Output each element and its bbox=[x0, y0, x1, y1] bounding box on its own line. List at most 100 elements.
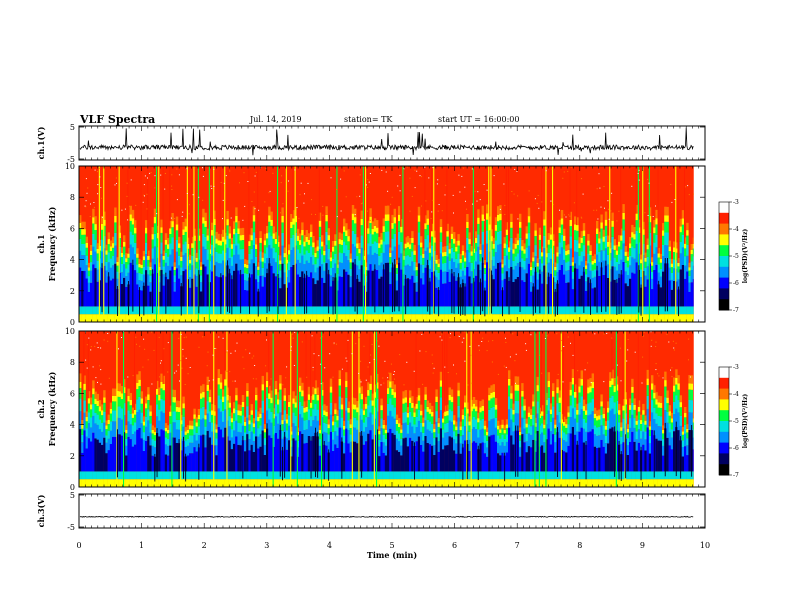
spectrogram-cell bbox=[290, 434, 293, 441]
spectrogram-cell bbox=[688, 267, 691, 271]
spectrogram-cell bbox=[541, 166, 542, 253]
spectrogram-cell bbox=[395, 438, 399, 451]
spectrogram-cell bbox=[536, 272, 539, 280]
spectrogram-cell bbox=[378, 430, 381, 435]
spectrogram-cell bbox=[554, 289, 556, 317]
spectrogram-cell bbox=[208, 437, 212, 472]
spectrogram-cell bbox=[101, 239, 104, 252]
spectrogram-cell bbox=[402, 423, 405, 439]
spectrogram-cell bbox=[563, 479, 566, 487]
spectrogram-cell bbox=[413, 416, 416, 425]
spectrogram-cell bbox=[281, 306, 284, 315]
spectrogram-cell bbox=[131, 413, 135, 418]
spectrogram-cell bbox=[362, 166, 364, 322]
spectrogram-cell bbox=[228, 426, 231, 441]
spectrogram-cell bbox=[642, 221, 645, 230]
spectrogram-cell bbox=[175, 306, 179, 315]
spectrogram-cell bbox=[361, 431, 363, 478]
spectrogram-cell bbox=[85, 417, 88, 422]
spectrogram-cell bbox=[200, 398, 203, 409]
spectrogram-cell bbox=[140, 166, 142, 265]
spectrogram-cell bbox=[255, 400, 258, 410]
spectrogram-cell bbox=[305, 241, 308, 251]
spectrogram-cell bbox=[136, 471, 139, 480]
spectrogram-cell bbox=[365, 262, 368, 267]
spectrogram-cell bbox=[514, 256, 517, 266]
spectrogram-cell bbox=[96, 439, 99, 472]
spectrogram-cell bbox=[646, 306, 649, 315]
spectrogram-cell bbox=[131, 224, 135, 235]
spectrogram-cell bbox=[486, 456, 489, 472]
spectrogram-cell bbox=[114, 314, 117, 322]
spectrogram-cell bbox=[600, 228, 603, 239]
spectrogram-cell bbox=[545, 439, 548, 472]
spectrogram-cell bbox=[409, 471, 412, 480]
spectrogram-cell bbox=[332, 450, 335, 472]
spectrogram-cell bbox=[389, 410, 392, 429]
spectrogram-cell bbox=[147, 479, 150, 487]
spectrogram-cell bbox=[158, 306, 161, 315]
spectrogram-cell bbox=[587, 314, 590, 322]
spectrogram-cell bbox=[336, 264, 339, 268]
spectrogram-cell bbox=[118, 471, 121, 480]
spectrogram-cell bbox=[274, 252, 278, 263]
spectrogram-cell bbox=[455, 280, 458, 307]
spectrogram-cell bbox=[255, 420, 258, 437]
spectrogram-cell bbox=[486, 314, 489, 322]
spectrogram-cell bbox=[332, 251, 335, 259]
spectrogram-cell bbox=[479, 199, 481, 201]
spectrogram-cell bbox=[83, 389, 86, 401]
spectrogram-cell bbox=[125, 438, 128, 446]
spectrogram-cell bbox=[281, 424, 284, 431]
spectrogram-cell bbox=[162, 390, 165, 401]
spectrogram-cell bbox=[402, 403, 405, 413]
spectrogram-cell bbox=[378, 236, 381, 244]
spectrogram-cell bbox=[464, 440, 467, 472]
spectrogram-cell bbox=[321, 331, 323, 487]
spectrogram-cell bbox=[633, 258, 636, 274]
spectrogram-cell bbox=[590, 279, 591, 315]
spectrogram-cell bbox=[125, 429, 128, 434]
spectrogram-cell bbox=[398, 206, 401, 215]
spectrogram-cell bbox=[439, 226, 443, 233]
spectrogram-cell bbox=[167, 439, 170, 446]
spectrogram-cell bbox=[527, 417, 531, 425]
header-start-time: start UT = 16:00:00 bbox=[438, 115, 519, 124]
spectrogram-cell bbox=[476, 200, 478, 202]
spectrogram-cell bbox=[563, 451, 566, 472]
spectrogram-cell bbox=[521, 417, 524, 435]
spectrogram-cell bbox=[307, 182, 309, 184]
spectrogram-cell bbox=[153, 306, 157, 315]
spectrogram-cell bbox=[162, 306, 165, 315]
spectrogram-cell bbox=[521, 383, 524, 391]
spectrogram-cell bbox=[684, 306, 687, 315]
spectrogram-cell bbox=[435, 389, 438, 397]
spectrogram-cell bbox=[175, 314, 179, 322]
spectrogram-cell bbox=[307, 239, 311, 245]
spectrogram-cell bbox=[208, 249, 212, 254]
spectrogram-cell bbox=[160, 382, 163, 389]
spectrogram-cell bbox=[536, 289, 539, 307]
spectrogram-cell bbox=[486, 447, 489, 457]
spectrogram-cell bbox=[116, 271, 119, 279]
spectrogram-cell bbox=[464, 407, 467, 416]
spectrogram-cell bbox=[160, 242, 163, 254]
spectrogram-cell bbox=[87, 391, 91, 399]
spectrogram-cell bbox=[369, 383, 372, 390]
spectrogram-cell bbox=[642, 314, 645, 322]
spectrogram-cell bbox=[481, 244, 484, 263]
spectrogram-cell bbox=[356, 256, 359, 266]
spectrogram-cell bbox=[117, 429, 118, 478]
spectrogram-cell bbox=[312, 479, 315, 487]
spectrogram-cell bbox=[505, 428, 509, 435]
spectrogram-cell bbox=[382, 252, 385, 270]
spectrogram-cell bbox=[571, 377, 575, 385]
spectrogram-cell bbox=[120, 247, 124, 253]
spectrogram-cell bbox=[637, 253, 641, 270]
spectrogram-cell bbox=[607, 278, 610, 307]
spectrogram-cell bbox=[648, 245, 652, 264]
spectrogram-cell bbox=[466, 208, 467, 210]
spectrogram-cell bbox=[527, 222, 531, 234]
spectrogram-cell bbox=[365, 184, 367, 186]
spectrogram-cell bbox=[244, 314, 247, 322]
